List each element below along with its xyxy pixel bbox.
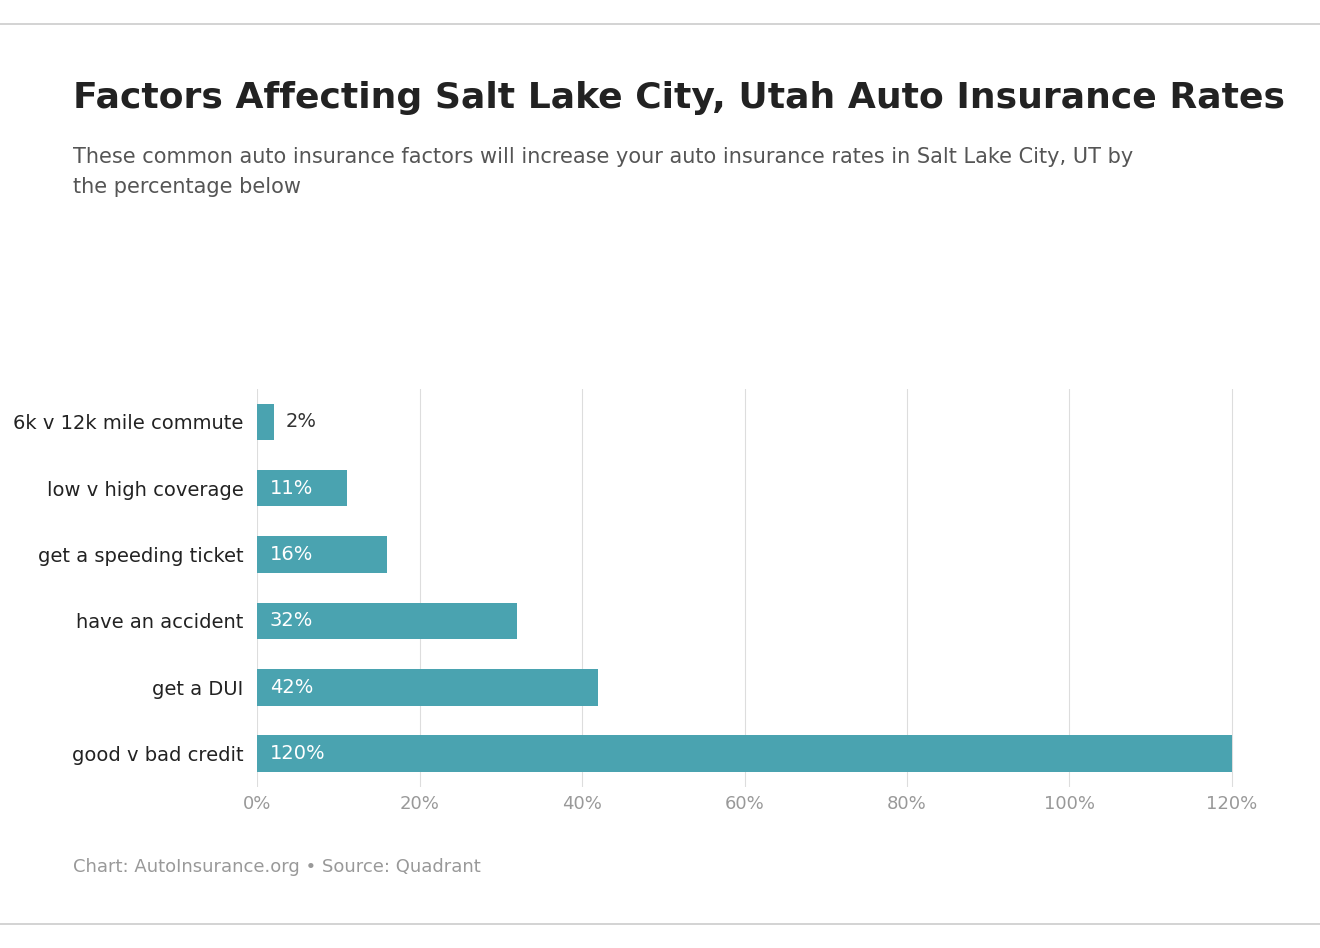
Text: 42%: 42% — [269, 678, 313, 697]
Bar — [257, 669, 598, 705]
Text: 16%: 16% — [269, 545, 313, 564]
Bar — [257, 736, 1232, 772]
Bar — [257, 470, 347, 506]
Text: 2%: 2% — [286, 412, 317, 431]
Bar — [257, 603, 517, 639]
Bar — [257, 404, 273, 440]
Text: Chart: AutoInsurance.org • Source: Quadrant: Chart: AutoInsurance.org • Source: Quadr… — [73, 858, 480, 876]
Text: These common auto insurance factors will increase your auto insurance rates in S: These common auto insurance factors will… — [73, 147, 1133, 196]
Text: 11%: 11% — [269, 479, 313, 498]
Text: 32%: 32% — [269, 611, 313, 630]
Text: Factors Affecting Salt Lake City, Utah Auto Insurance Rates: Factors Affecting Salt Lake City, Utah A… — [73, 81, 1284, 115]
Bar — [257, 537, 387, 573]
Text: 120%: 120% — [269, 744, 325, 763]
